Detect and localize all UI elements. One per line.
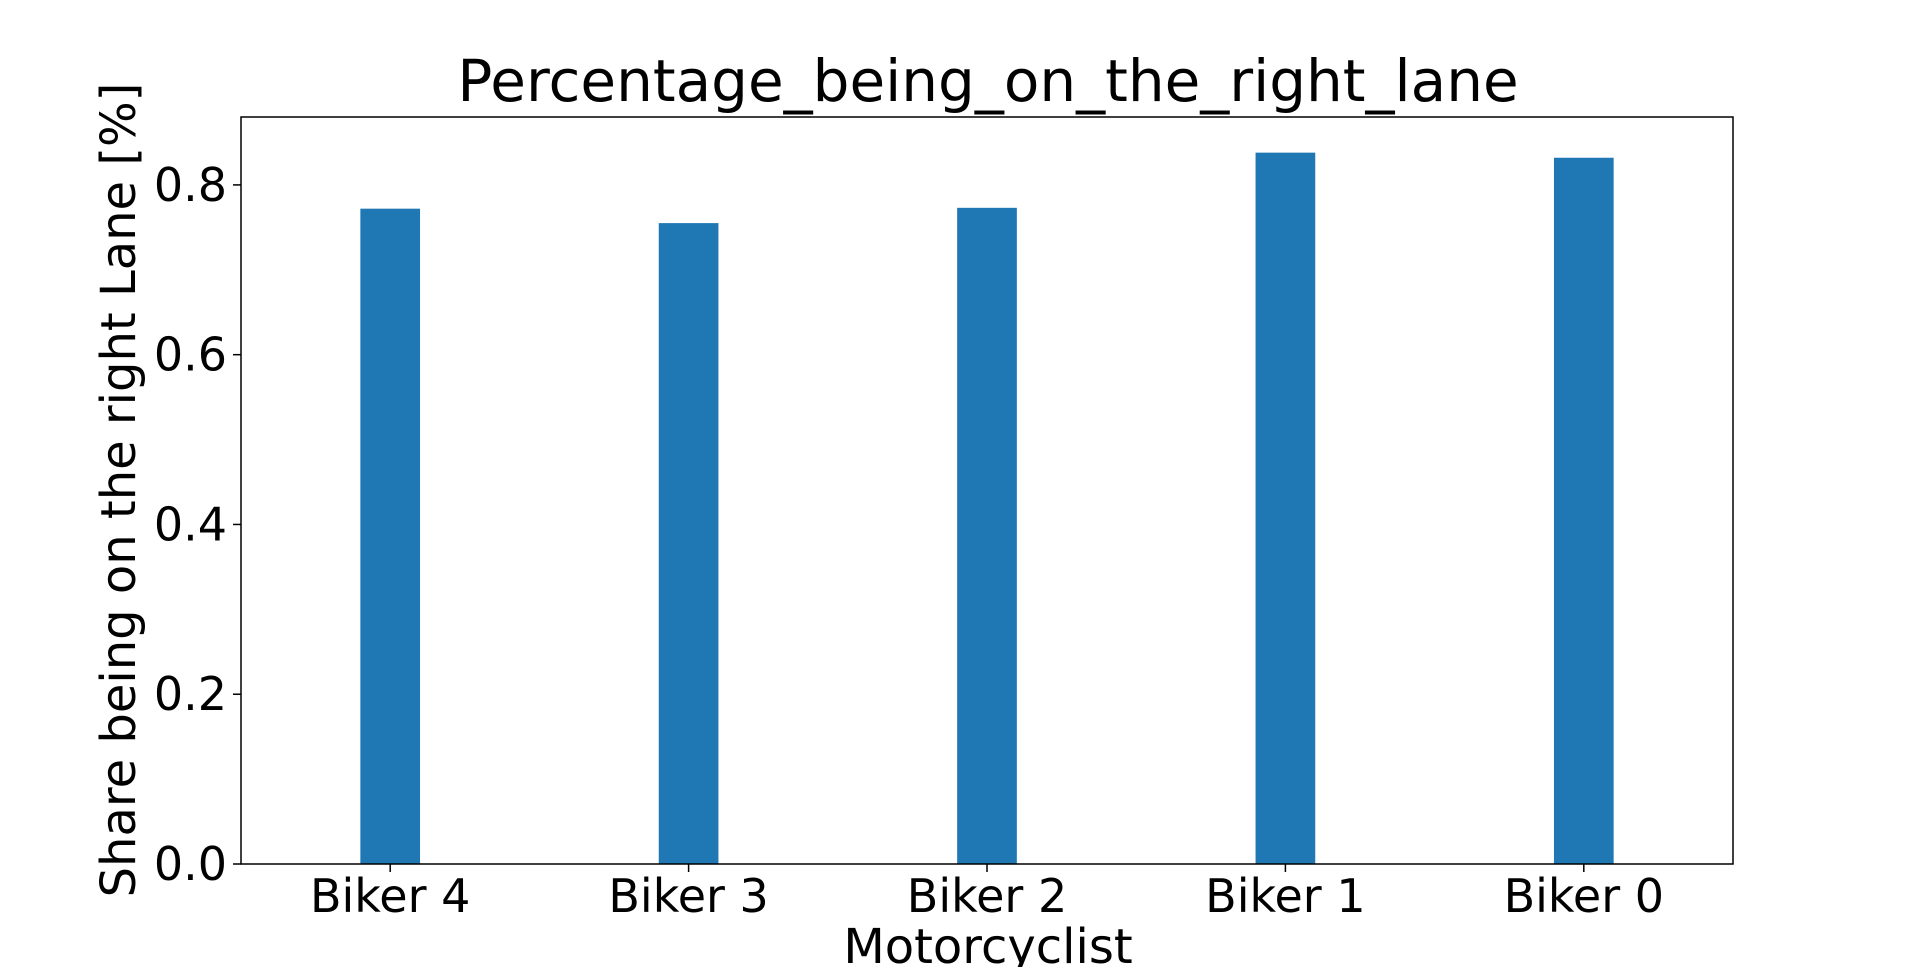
bar-biker-3 <box>658 223 719 864</box>
bar-biker-0 <box>1553 157 1614 864</box>
bar-biker-4 <box>360 208 421 865</box>
x-tick-label: Biker 4 <box>310 869 470 923</box>
x-tick-label: Biker 2 <box>907 869 1067 923</box>
x-tick-label: Biker 0 <box>1504 869 1664 923</box>
x-axis-label: Motorcyclist <box>843 919 1132 967</box>
y-tick-label: 0.0 <box>154 837 227 891</box>
y-tick-label: 0.4 <box>154 497 227 551</box>
bars-group <box>360 152 1614 865</box>
y-tick-label: 0.8 <box>154 158 227 212</box>
y-axis-label: Share being on the right Lane [%] <box>91 83 147 898</box>
y-tick-label: 0.6 <box>154 328 227 382</box>
bar-biker-2 <box>957 207 1017 864</box>
bar-biker-1 <box>1255 152 1316 864</box>
chart-title: Percentage_being_on_the_right_lane <box>457 47 1518 115</box>
y-axis-ticks: 0.0 0.2 0.4 0.6 0.8 <box>154 158 241 891</box>
x-axis-ticks: Biker 4 Biker 3 Biker 2 Biker 1 Biker 0 <box>310 864 1664 923</box>
x-tick-label: Biker 1 <box>1205 869 1365 923</box>
x-tick-label: Biker 3 <box>608 869 768 923</box>
y-tick-label: 0.2 <box>154 667 227 721</box>
